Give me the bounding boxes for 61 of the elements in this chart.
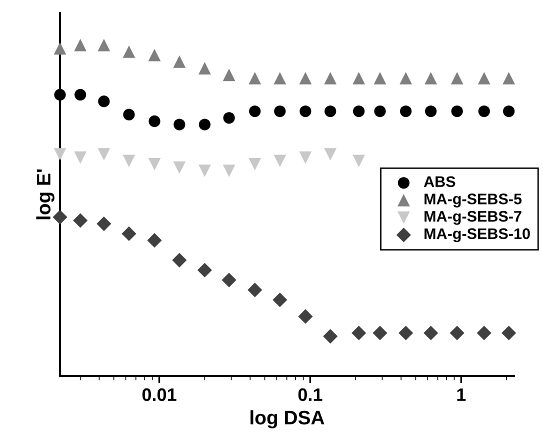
point <box>299 151 312 164</box>
point <box>248 282 262 298</box>
point <box>123 108 135 120</box>
x-tick-label: 0.01 <box>142 388 176 402</box>
point <box>148 48 161 62</box>
point <box>400 72 412 84</box>
point <box>198 118 210 130</box>
point <box>324 72 337 84</box>
point <box>147 233 162 248</box>
x-tick-label: 0.1 <box>298 388 322 402</box>
point <box>197 262 212 278</box>
point <box>400 105 412 118</box>
point <box>425 105 437 118</box>
point <box>372 326 388 340</box>
point <box>122 46 136 58</box>
point <box>374 105 386 118</box>
point <box>223 112 235 124</box>
point <box>249 105 261 118</box>
point <box>98 38 110 52</box>
point <box>122 226 136 241</box>
point <box>96 216 112 232</box>
point <box>198 62 211 74</box>
point <box>299 72 312 84</box>
point <box>173 55 186 68</box>
point <box>98 148 110 161</box>
point <box>424 326 438 340</box>
legend-label: MA-g-SEBS-7 <box>424 210 522 225</box>
point <box>274 154 286 168</box>
point <box>174 118 186 130</box>
point <box>172 252 187 268</box>
point <box>222 68 236 82</box>
point <box>324 105 336 118</box>
point <box>450 72 464 84</box>
point <box>222 272 236 288</box>
point <box>222 164 236 178</box>
point <box>248 158 262 170</box>
point <box>98 96 110 108</box>
point <box>272 292 288 308</box>
point <box>424 72 438 84</box>
legend-label: MA-g-SEBS-5 <box>424 194 522 208</box>
point <box>173 161 186 174</box>
point <box>274 72 286 84</box>
point <box>323 329 338 344</box>
point <box>122 154 136 168</box>
legend-label: MA-g-SEBS-10 <box>424 228 530 242</box>
y-axis-title: log E' <box>36 169 54 220</box>
point <box>274 105 286 118</box>
point <box>148 115 160 128</box>
point <box>300 105 312 118</box>
x-tick-label: 1 <box>457 388 466 401</box>
point <box>324 148 337 161</box>
point <box>148 158 161 170</box>
point <box>298 309 313 324</box>
point <box>450 326 464 340</box>
point <box>451 105 463 118</box>
x-axis-title: log DSA <box>250 410 324 428</box>
point <box>248 72 262 84</box>
point <box>398 326 414 340</box>
point <box>374 72 386 84</box>
legend-label: ABS <box>424 176 456 188</box>
point <box>198 164 211 178</box>
